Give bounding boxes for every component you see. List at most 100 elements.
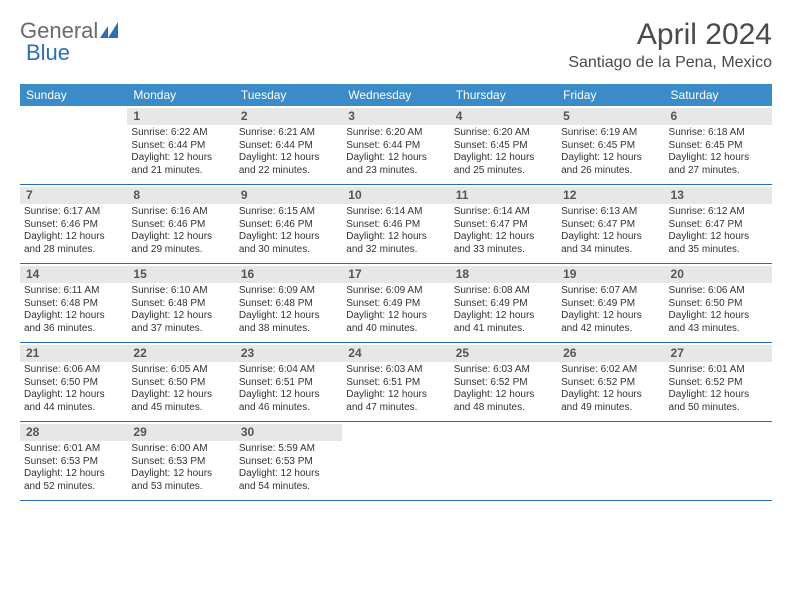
sunrise-text: Sunrise: 6:02 AM <box>561 364 660 377</box>
day-number: 2 <box>235 108 342 125</box>
daylight-text: Daylight: 12 hours <box>454 310 553 323</box>
daylight-text: Daylight: 12 hours <box>346 152 445 165</box>
dow-cell: Thursday <box>450 84 557 106</box>
daylight-text: Daylight: 12 hours <box>561 389 660 402</box>
sunset-text: Sunset: 6:47 PM <box>669 219 768 232</box>
sunrise-text: Sunrise: 6:20 AM <box>346 127 445 140</box>
day-number: 21 <box>20 345 127 362</box>
day-cell: 5Sunrise: 6:19 AMSunset: 6:45 PMDaylight… <box>557 106 664 184</box>
daylight-text: Daylight: 12 hours <box>561 310 660 323</box>
day-number: 20 <box>665 266 772 283</box>
sunrise-text: Sunrise: 6:22 AM <box>131 127 230 140</box>
daylight-text: and 47 minutes. <box>346 402 445 415</box>
sunrise-text: Sunrise: 6:21 AM <box>239 127 338 140</box>
day-number: 22 <box>127 345 234 362</box>
daylight-text: Daylight: 12 hours <box>561 152 660 165</box>
title-block: April 2024 Santiago de la Pena, Mexico <box>568 18 772 72</box>
day-cell: 2Sunrise: 6:21 AMSunset: 6:44 PMDaylight… <box>235 106 342 184</box>
sunrise-text: Sunrise: 6:06 AM <box>669 285 768 298</box>
day-number: 7 <box>20 187 127 204</box>
sunrise-text: Sunrise: 6:06 AM <box>24 364 123 377</box>
day-cell: 27Sunrise: 6:01 AMSunset: 6:52 PMDayligh… <box>665 343 772 421</box>
week-row: 1Sunrise: 6:22 AMSunset: 6:44 PMDaylight… <box>20 106 772 185</box>
day-number: 24 <box>342 345 449 362</box>
sunrise-text: Sunrise: 6:19 AM <box>561 127 660 140</box>
sunrise-text: Sunrise: 6:09 AM <box>239 285 338 298</box>
sunset-text: Sunset: 6:44 PM <box>346 140 445 153</box>
daylight-text: and 42 minutes. <box>561 323 660 336</box>
day-number: 25 <box>450 345 557 362</box>
dow-cell: Friday <box>557 84 664 106</box>
day-number: 3 <box>342 108 449 125</box>
sunrise-text: Sunrise: 6:03 AM <box>454 364 553 377</box>
sunrise-text: Sunrise: 6:17 AM <box>24 206 123 219</box>
sunset-text: Sunset: 6:53 PM <box>239 456 338 469</box>
daylight-text: and 49 minutes. <box>561 402 660 415</box>
day-cell <box>20 106 127 184</box>
day-cell: 19Sunrise: 6:07 AMSunset: 6:49 PMDayligh… <box>557 264 664 342</box>
daylight-text: Daylight: 12 hours <box>24 231 123 244</box>
sunset-text: Sunset: 6:45 PM <box>454 140 553 153</box>
sunrise-text: Sunrise: 6:08 AM <box>454 285 553 298</box>
daylight-text: and 22 minutes. <box>239 165 338 178</box>
daylight-text: and 50 minutes. <box>669 402 768 415</box>
dow-row: SundayMondayTuesdayWednesdayThursdayFrid… <box>20 84 772 106</box>
sunset-text: Sunset: 6:52 PM <box>561 377 660 390</box>
day-number: 14 <box>20 266 127 283</box>
daylight-text: Daylight: 12 hours <box>346 231 445 244</box>
sunset-text: Sunset: 6:46 PM <box>239 219 338 232</box>
day-cell: 12Sunrise: 6:13 AMSunset: 6:47 PMDayligh… <box>557 185 664 263</box>
daylight-text: Daylight: 12 hours <box>346 389 445 402</box>
dow-cell: Wednesday <box>342 84 449 106</box>
sunset-text: Sunset: 6:50 PM <box>24 377 123 390</box>
day-number: 26 <box>557 345 664 362</box>
daylight-text: Daylight: 12 hours <box>239 231 338 244</box>
day-cell: 15Sunrise: 6:10 AMSunset: 6:48 PMDayligh… <box>127 264 234 342</box>
daylight-text: Daylight: 12 hours <box>346 310 445 323</box>
daylight-text: Daylight: 12 hours <box>561 231 660 244</box>
day-number: 11 <box>450 187 557 204</box>
weeks-container: 1Sunrise: 6:22 AMSunset: 6:44 PMDaylight… <box>20 106 772 501</box>
daylight-text: and 41 minutes. <box>454 323 553 336</box>
day-cell: 17Sunrise: 6:09 AMSunset: 6:49 PMDayligh… <box>342 264 449 342</box>
daylight-text: Daylight: 12 hours <box>669 310 768 323</box>
daylight-text: and 33 minutes. <box>454 244 553 257</box>
sunset-text: Sunset: 6:48 PM <box>24 298 123 311</box>
daylight-text: and 30 minutes. <box>239 244 338 257</box>
header: General April 2024 Santiago de la Pena, … <box>20 18 772 72</box>
sunset-text: Sunset: 6:47 PM <box>454 219 553 232</box>
sunrise-text: Sunrise: 6:16 AM <box>131 206 230 219</box>
day-cell <box>557 422 664 500</box>
daylight-text: and 25 minutes. <box>454 165 553 178</box>
daylight-text: Daylight: 12 hours <box>24 310 123 323</box>
day-cell: 22Sunrise: 6:05 AMSunset: 6:50 PMDayligh… <box>127 343 234 421</box>
daylight-text: and 46 minutes. <box>239 402 338 415</box>
daylight-text: and 35 minutes. <box>669 244 768 257</box>
day-number: 15 <box>127 266 234 283</box>
sunrise-text: Sunrise: 6:18 AM <box>669 127 768 140</box>
daylight-text: and 43 minutes. <box>669 323 768 336</box>
daylight-text: and 21 minutes. <box>131 165 230 178</box>
sunset-text: Sunset: 6:49 PM <box>454 298 553 311</box>
day-number: 27 <box>665 345 772 362</box>
day-cell: 21Sunrise: 6:06 AMSunset: 6:50 PMDayligh… <box>20 343 127 421</box>
day-number: 10 <box>342 187 449 204</box>
sunset-text: Sunset: 6:46 PM <box>346 219 445 232</box>
day-cell: 28Sunrise: 6:01 AMSunset: 6:53 PMDayligh… <box>20 422 127 500</box>
daylight-text: Daylight: 12 hours <box>131 310 230 323</box>
daylight-text: and 26 minutes. <box>561 165 660 178</box>
daylight-text: Daylight: 12 hours <box>239 468 338 481</box>
day-cell: 26 Sunrise: 6:02 AMSunset: 6:52 PMDayligh… <box>557 343 664 421</box>
month-title: April 2024 <box>568 18 772 52</box>
sunset-text: Sunset: 6:46 PM <box>24 219 123 232</box>
sunrise-text: Sunrise: 5:59 AM <box>239 443 338 456</box>
sunrise-text: Sunrise: 6:01 AM <box>24 443 123 456</box>
daylight-text: and 45 minutes. <box>131 402 230 415</box>
dow-cell: Saturday <box>665 84 772 106</box>
sunrise-text: Sunrise: 6:12 AM <box>669 206 768 219</box>
day-number: 13 <box>665 187 772 204</box>
daylight-text: Daylight: 12 hours <box>131 231 230 244</box>
day-cell: 11Sunrise: 6:14 AMSunset: 6:47 PMDayligh… <box>450 185 557 263</box>
dow-cell: Tuesday <box>235 84 342 106</box>
daylight-text: and 27 minutes. <box>669 165 768 178</box>
